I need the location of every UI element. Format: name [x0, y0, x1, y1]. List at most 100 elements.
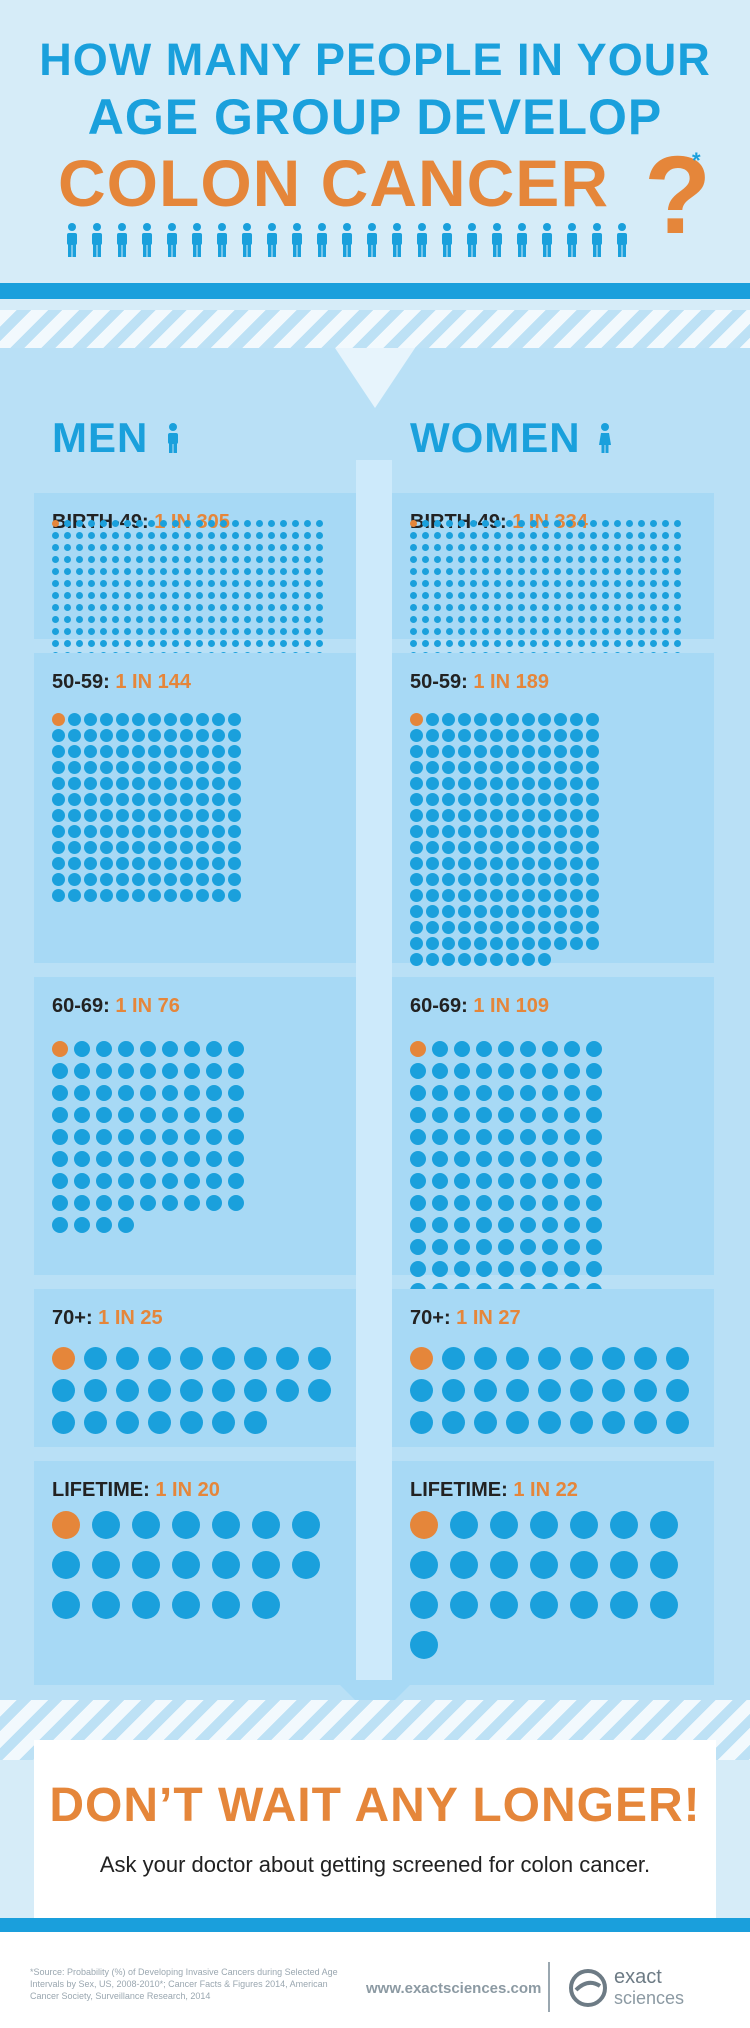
population-dot [434, 520, 441, 527]
population-dot [52, 556, 59, 563]
population-dot [88, 568, 95, 575]
population-dot [184, 520, 191, 527]
population-dot [454, 1107, 470, 1123]
population-dot [506, 905, 519, 918]
segment-panel [392, 653, 714, 963]
population-dot [570, 713, 583, 726]
population-dot [52, 793, 65, 806]
population-dot [490, 729, 503, 742]
population-dot [68, 809, 81, 822]
population-dot [590, 556, 597, 563]
population-dot [118, 1173, 134, 1189]
population-dot [148, 713, 161, 726]
question-mark: ? [644, 134, 712, 257]
population-dot [232, 556, 239, 563]
highlight-dot [410, 1347, 433, 1370]
population-dot [446, 544, 453, 551]
population-dot [148, 777, 161, 790]
population-dot [570, 1347, 593, 1370]
population-dot [554, 889, 567, 902]
population-dot [542, 1129, 558, 1145]
population-dot [590, 580, 597, 587]
population-dot [674, 568, 681, 575]
population-dot [88, 616, 95, 623]
population-dot [196, 628, 203, 635]
segment-label: 70+: 1 IN 25 [52, 1307, 163, 1329]
population-dot [140, 1173, 156, 1189]
population-dot [68, 713, 81, 726]
population-dot [68, 873, 81, 886]
population-dot [410, 1195, 426, 1211]
population-dot [100, 628, 107, 635]
population-dot [304, 568, 311, 575]
population-dot [96, 1063, 112, 1079]
population-dot [638, 604, 645, 611]
population-dot [172, 532, 179, 539]
population-dot [494, 580, 501, 587]
population-dot [554, 520, 561, 527]
population-dot [268, 568, 275, 575]
population-dot [132, 793, 145, 806]
population-dot [506, 889, 519, 902]
population-dot [434, 640, 441, 647]
population-dot [614, 628, 621, 635]
population-dot [196, 556, 203, 563]
population-dot [454, 1151, 470, 1167]
population-dot [538, 1347, 561, 1370]
population-dot [148, 1379, 171, 1402]
website-link[interactable]: www.exactsciences.com [366, 1980, 542, 1997]
population-dot [100, 889, 113, 902]
population-dot [542, 628, 549, 635]
population-dot [292, 1511, 320, 1539]
population-dot [432, 1239, 448, 1255]
population-dot [268, 592, 275, 599]
population-dot [634, 1347, 657, 1370]
population-dot [232, 520, 239, 527]
population-dot [164, 777, 177, 790]
population-dot [256, 616, 263, 623]
population-dot [432, 1173, 448, 1189]
population-dot [474, 1379, 497, 1402]
population-dot [458, 544, 465, 551]
population-dot [180, 809, 193, 822]
population-dot [84, 745, 97, 758]
population-dot [316, 640, 323, 647]
population-dot [180, 857, 193, 870]
population-dot [662, 532, 669, 539]
person-icon [192, 223, 202, 257]
population-dot [650, 1591, 678, 1619]
population-dot [506, 640, 513, 647]
population-dot [228, 729, 241, 742]
population-dot [674, 616, 681, 623]
population-dot [232, 544, 239, 551]
population-dot [474, 889, 487, 902]
population-dot [650, 628, 657, 635]
population-dot [84, 1347, 107, 1370]
population-dot [434, 580, 441, 587]
population-dot [542, 640, 549, 647]
population-dot [180, 873, 193, 886]
population-dot [530, 1591, 558, 1619]
population-dot [180, 713, 193, 726]
population-dot [118, 1041, 134, 1057]
population-dot [476, 1261, 492, 1277]
population-dot [74, 1173, 90, 1189]
population-dot [442, 841, 455, 854]
population-dot [470, 544, 477, 551]
population-dot [602, 520, 609, 527]
population-dot [116, 761, 129, 774]
population-dot [470, 580, 477, 587]
population-dot [458, 761, 471, 774]
population-dot [410, 1173, 426, 1189]
population-dot [172, 604, 179, 611]
population-dot [586, 841, 599, 854]
population-dot [244, 628, 251, 635]
population-dot [304, 628, 311, 635]
population-dot [316, 568, 323, 575]
person-icon [542, 223, 552, 257]
population-dot [506, 825, 519, 838]
population-dot [522, 921, 535, 934]
ratio-label: 1 IN 144 [115, 671, 191, 693]
population-dot [586, 745, 599, 758]
population-dot [506, 793, 519, 806]
